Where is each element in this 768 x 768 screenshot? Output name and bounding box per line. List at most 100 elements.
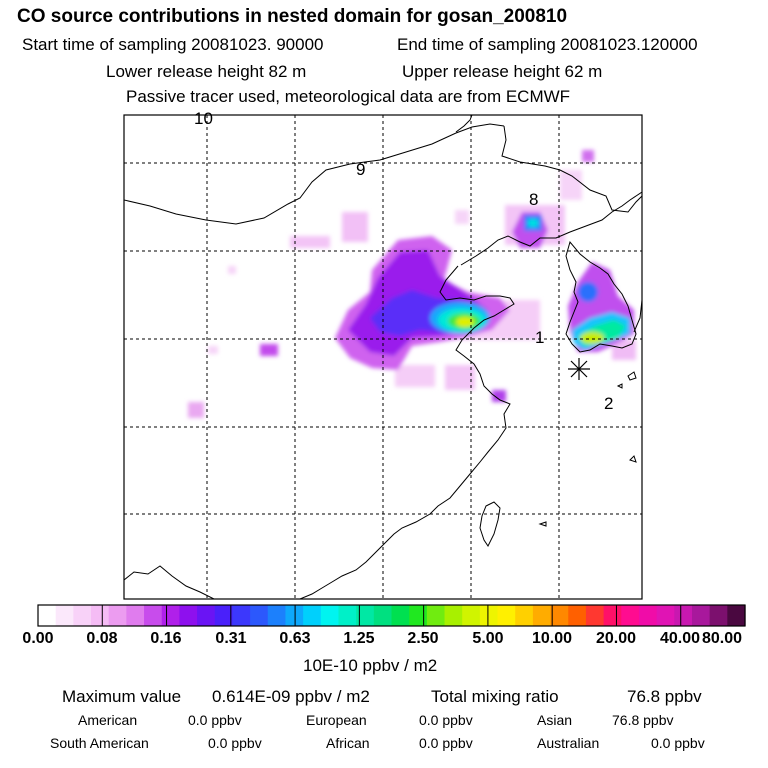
colorbar-swatch: [515, 605, 534, 626]
colorbar-tick: 0.00: [22, 630, 54, 647]
region-value: 0.0 ppbv: [419, 712, 473, 728]
colorbar-swatch: [709, 605, 728, 626]
colorbar-swatch: [656, 605, 675, 626]
colorbar-frame: [37, 604, 746, 627]
colorbar-swatch: [250, 605, 269, 626]
region-value: 0.0 ppbv: [419, 735, 473, 751]
region-value: 0.0 ppbv: [208, 735, 262, 751]
region-value: 76.8 ppbv: [612, 712, 674, 728]
plume-patch: [188, 402, 204, 418]
region-name: Asian: [537, 712, 573, 728]
colorbar-swatch: [179, 605, 198, 626]
colorbar-swatch: [197, 605, 216, 626]
lat-lon-grid: [124, 115, 642, 599]
plume-patch: [492, 390, 506, 402]
trajectory-label: 1: [535, 328, 544, 347]
plot-title: CO source contributions in nested domain…: [17, 6, 568, 27]
trajectory-label: 8: [529, 190, 538, 209]
colorbar-swatch: [338, 605, 357, 626]
end-time: End time of sampling 20081023.120000: [397, 35, 698, 54]
plume-core-yellow: [456, 317, 474, 327]
map-frame: [123, 114, 643, 600]
colorbar-tick: 0.31: [215, 630, 247, 647]
border-korea-china: [460, 191, 642, 266]
coast-korea: [565, 240, 637, 353]
colorbar-tick: 0.63: [279, 630, 311, 647]
coast-japan: [633, 299, 642, 333]
colorbar-swatch: [444, 605, 463, 626]
colorbar-swatch: [38, 605, 57, 626]
colorbar-swatch: [568, 605, 587, 626]
colorbar-swatch: [144, 605, 163, 626]
plume-patch: [342, 212, 368, 242]
colorbar: [38, 605, 746, 626]
colorbar-swatch: [373, 605, 393, 626]
colorbar-units: 10E-10 ppbv / m2: [303, 656, 438, 675]
trajectory-label: 9: [356, 160, 365, 179]
region-name: African: [326, 735, 370, 751]
colorbar-swatch: [550, 605, 569, 626]
plume-patch: [395, 365, 435, 387]
colorbar-swatch: [55, 605, 74, 626]
colorbar-tick: 0.16: [150, 630, 182, 647]
colorbar-swatch: [232, 605, 251, 626]
colorbar-swatch: [267, 605, 287, 626]
plume-patch: [228, 266, 236, 274]
island: [627, 371, 637, 381]
colorbar-swatch: [462, 605, 481, 626]
colorbar-tick: 1.25: [343, 630, 375, 647]
island-taiwan: [479, 501, 501, 547]
colorbar-swatch: [674, 605, 693, 626]
colorbar-swatch: [320, 605, 340, 626]
total-mixing-label: Total mixing ratio: [431, 687, 559, 706]
colorbar-swatch: [638, 605, 658, 626]
plume-korea-yellow: [580, 332, 604, 344]
colorbar-tick: 20.00: [595, 630, 637, 647]
island: [616, 383, 623, 389]
colorbar-swatch: [479, 605, 499, 626]
colorbar-swatch: [426, 605, 446, 626]
plume-patch: [560, 170, 582, 200]
border-southwest: [124, 565, 215, 599]
region-value: 0.0 ppbv: [188, 712, 242, 728]
colorbar-swatch: [391, 605, 410, 626]
colorbar-swatch: [303, 605, 322, 626]
colorbar-tick: 80.00: [701, 630, 743, 647]
colorbar-swatch: [621, 605, 640, 626]
colorbar-swatch: [161, 605, 181, 626]
colorbar-swatch: [126, 605, 145, 626]
colorbar-swatch: [603, 605, 622, 626]
max-value-label: Maximum value: [62, 687, 182, 706]
colorbar-tick: 40.00: [659, 630, 701, 647]
island: [538, 521, 547, 527]
colorbar-swatch: [497, 605, 516, 626]
island: [629, 455, 637, 463]
total-mixing-value: 76.8 ppbv: [627, 687, 702, 706]
colorbar-swatch: [532, 605, 552, 626]
plume-patch: [445, 365, 475, 390]
region-value: 0.0 ppbv: [651, 735, 705, 751]
colorbar-tick: 0.08: [86, 630, 118, 647]
coastlines: [124, 115, 642, 599]
start-time: Start time of sampling 20081023. 90000: [22, 35, 324, 54]
colorbar-swatch: [73, 605, 92, 626]
receptor-line: [570, 360, 588, 378]
border-line: [455, 115, 473, 133]
upper-release-height: Upper release height 62 m: [402, 62, 603, 81]
colorbar-swatch: [585, 605, 605, 626]
colorbar-tick: 5.00: [472, 630, 504, 647]
coast-china: [299, 265, 515, 599]
colorbar-swatch: [409, 605, 428, 626]
plume-hotspot-8-peak: [528, 219, 538, 227]
receptor-marker: [568, 358, 590, 380]
plume-patch: [582, 150, 594, 162]
colorbar-swatch: [356, 605, 375, 626]
border-northeast: [501, 125, 642, 213]
trajectory-label: 2: [604, 394, 613, 413]
colorbar-swatch: [285, 605, 304, 626]
region-name: European: [306, 712, 367, 728]
tracer-note: Passive tracer used, meteorological data…: [126, 87, 571, 106]
plume-patch: [455, 210, 469, 224]
max-value: 0.614E-09 ppbv / m2: [212, 687, 370, 706]
